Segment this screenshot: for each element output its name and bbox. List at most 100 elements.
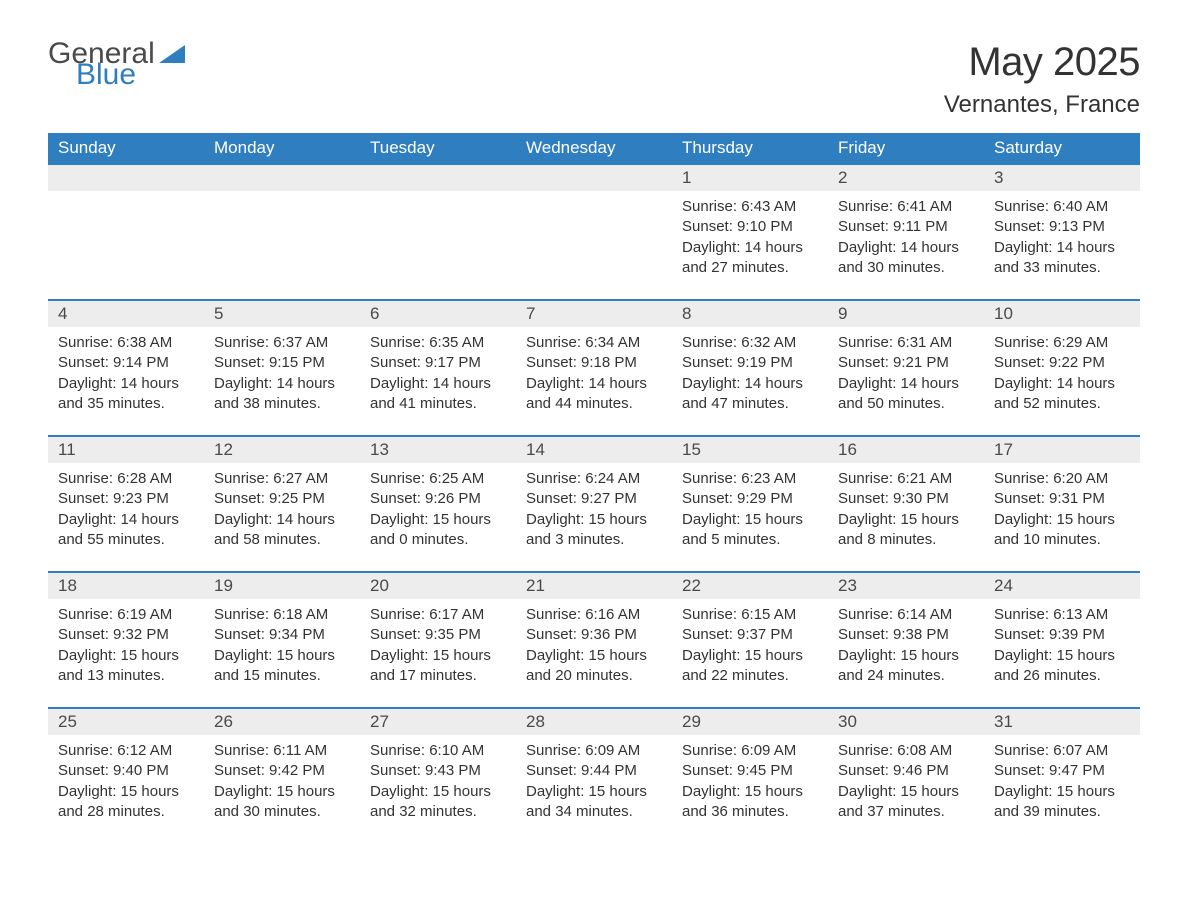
daylight-label: Daylight: xyxy=(214,511,272,528)
sunset-line: Sunset: 9:31 PM xyxy=(994,489,1130,509)
sunrise-line: Sunrise: 6:15 AM xyxy=(682,605,818,625)
sunset-label: Sunset: xyxy=(58,762,109,779)
sunset-line: Sunset: 9:29 PM xyxy=(682,489,818,509)
day-cell: 25Sunrise: 6:12 AMSunset: 9:40 PMDayligh… xyxy=(48,709,204,829)
daylight-line: Daylight: 15 hours and 30 minutes. xyxy=(214,782,350,823)
sunrise-value: 6:41 AM xyxy=(897,198,952,215)
sunset-line: Sunset: 9:27 PM xyxy=(526,489,662,509)
day-cell: 30Sunrise: 6:08 AMSunset: 9:46 PMDayligh… xyxy=(828,709,984,829)
day-cell: 4Sunrise: 6:38 AMSunset: 9:14 PMDaylight… xyxy=(48,301,204,421)
sunset-value: 9:45 PM xyxy=(737,762,793,779)
sunrise-label: Sunrise: xyxy=(838,742,893,759)
sunrise-label: Sunrise: xyxy=(214,742,269,759)
sunrise-value: 6:16 AM xyxy=(585,606,640,623)
day-content: Sunrise: 6:13 AMSunset: 9:39 PMDaylight:… xyxy=(984,599,1140,690)
daylight-line: Daylight: 14 hours and 58 minutes. xyxy=(214,510,350,551)
sunset-label: Sunset: xyxy=(838,354,889,371)
sunset-label: Sunset: xyxy=(370,626,421,643)
sunrise-label: Sunrise: xyxy=(526,606,581,623)
day-content: Sunrise: 6:43 AMSunset: 9:10 PMDaylight:… xyxy=(672,191,828,282)
sunset-value: 9:42 PM xyxy=(269,762,325,779)
sunrise-label: Sunrise: xyxy=(994,198,1049,215)
sunrise-label: Sunrise: xyxy=(838,198,893,215)
day-content: Sunrise: 6:09 AMSunset: 9:45 PMDaylight:… xyxy=(672,735,828,826)
sunrise-value: 6:18 AM xyxy=(273,606,328,623)
sunrise-label: Sunrise: xyxy=(214,470,269,487)
day-number: 2 xyxy=(828,165,984,191)
sunrise-label: Sunrise: xyxy=(526,470,581,487)
sunrise-value: 6:21 AM xyxy=(897,470,952,487)
sunrise-value: 6:35 AM xyxy=(429,334,484,351)
daylight-line: Daylight: 15 hours and 8 minutes. xyxy=(838,510,974,551)
daylight-label: Daylight: xyxy=(214,375,272,392)
day-number: 28 xyxy=(516,709,672,735)
sunrise-line: Sunrise: 6:21 AM xyxy=(838,469,974,489)
day-cell: 23Sunrise: 6:14 AMSunset: 9:38 PMDayligh… xyxy=(828,573,984,693)
sunrise-label: Sunrise: xyxy=(58,742,113,759)
sunrise-line: Sunrise: 6:09 AM xyxy=(682,741,818,761)
sunrise-line: Sunrise: 6:14 AM xyxy=(838,605,974,625)
sunset-label: Sunset: xyxy=(994,762,1045,779)
day-number: 1 xyxy=(672,165,828,191)
day-number: 24 xyxy=(984,573,1140,599)
day-number: 7 xyxy=(516,301,672,327)
sunset-label: Sunset: xyxy=(370,762,421,779)
day-number: 21 xyxy=(516,573,672,599)
sunrise-line: Sunrise: 6:35 AM xyxy=(370,333,506,353)
sunset-line: Sunset: 9:14 PM xyxy=(58,353,194,373)
sunset-value: 9:38 PM xyxy=(893,626,949,643)
sunset-line: Sunset: 9:13 PM xyxy=(994,217,1130,237)
sunset-label: Sunset: xyxy=(214,490,265,507)
day-number: 18 xyxy=(48,573,204,599)
daylight-line: Daylight: 14 hours and 47 minutes. xyxy=(682,374,818,415)
day-cell: 20Sunrise: 6:17 AMSunset: 9:35 PMDayligh… xyxy=(360,573,516,693)
sunrise-label: Sunrise: xyxy=(58,470,113,487)
day-number: 13 xyxy=(360,437,516,463)
day-content: Sunrise: 6:08 AMSunset: 9:46 PM Daylight:… xyxy=(828,735,984,826)
daylight-label: Daylight: xyxy=(838,239,896,256)
day-content: Sunrise: 6:28 AMSunset: 9:23 PMDaylight:… xyxy=(48,463,204,554)
daylight-label: Daylight: xyxy=(838,783,896,800)
sunset-value: 9:47 PM xyxy=(1049,762,1105,779)
day-cell: 1Sunrise: 6:43 AMSunset: 9:10 PMDaylight… xyxy=(672,165,828,285)
daylight-line: Daylight: 14 hours and 35 minutes. xyxy=(58,374,194,415)
daylight-label: Daylight: xyxy=(838,511,896,528)
sunset-label: Sunset: xyxy=(370,354,421,371)
sunrise-line: Sunrise: 6:37 AM xyxy=(214,333,350,353)
sunset-value: 9:26 PM xyxy=(425,490,481,507)
daylight-label: Daylight: xyxy=(682,511,740,528)
daylight-label: Daylight: xyxy=(682,375,740,392)
sunrise-value: 6:40 AM xyxy=(1053,198,1108,215)
location: Vernantes, France xyxy=(944,91,1140,119)
day-number: 15 xyxy=(672,437,828,463)
sunrise-label: Sunrise: xyxy=(58,334,113,351)
sunset-line: Sunset: 9:35 PM xyxy=(370,625,506,645)
daylight-label: Daylight: xyxy=(370,511,428,528)
sunrise-line: Sunrise: 6:11 AM xyxy=(214,741,350,761)
sunrise-line: Sunrise: 6:08 AM xyxy=(838,741,974,761)
daylight-label: Daylight: xyxy=(526,375,584,392)
day-content: Sunrise: 6:32 AMSunset: 9:19 PMDaylight:… xyxy=(672,327,828,418)
sunrise-line: Sunrise: 6:07 AM xyxy=(994,741,1130,761)
daylight-line: Daylight: 15 hours and 3 minutes. xyxy=(526,510,662,551)
sunrise-value: 6:10 AM xyxy=(429,742,484,759)
daylight-label: Daylight: xyxy=(58,511,116,528)
day-cell: 31Sunrise: 6:07 AMSunset: 9:47 PMDayligh… xyxy=(984,709,1140,829)
sunset-line: Sunset: 9:26 PM xyxy=(370,489,506,509)
sunset-label: Sunset: xyxy=(994,626,1045,643)
sunset-value: 9:46 PM xyxy=(893,762,949,779)
sunset-value: 9:10 PM xyxy=(737,218,793,235)
sunset-line: Sunset: 9:40 PM xyxy=(58,761,194,781)
sunrise-line: Sunrise: 6:16 AM xyxy=(526,605,662,625)
day-number: 20 xyxy=(360,573,516,599)
day-number: 25 xyxy=(48,709,204,735)
day-content: Sunrise: 6:07 AMSunset: 9:47 PMDaylight:… xyxy=(984,735,1140,826)
sunset-line: Sunset: 9:46 PM xyxy=(838,761,974,781)
day-content: Sunrise: 6:29 AMSunset: 9:22 PMDaylight:… xyxy=(984,327,1140,418)
sunrise-line: Sunrise: 6:12 AM xyxy=(58,741,194,761)
day-content: Sunrise: 6:10 AMSunset: 9:43 PMDaylight:… xyxy=(360,735,516,826)
sunset-label: Sunset: xyxy=(682,218,733,235)
daylight-line: Daylight: 15 hours and 17 minutes. xyxy=(370,646,506,687)
sunrise-label: Sunrise: xyxy=(682,742,737,759)
daylight-label: Daylight: xyxy=(370,375,428,392)
